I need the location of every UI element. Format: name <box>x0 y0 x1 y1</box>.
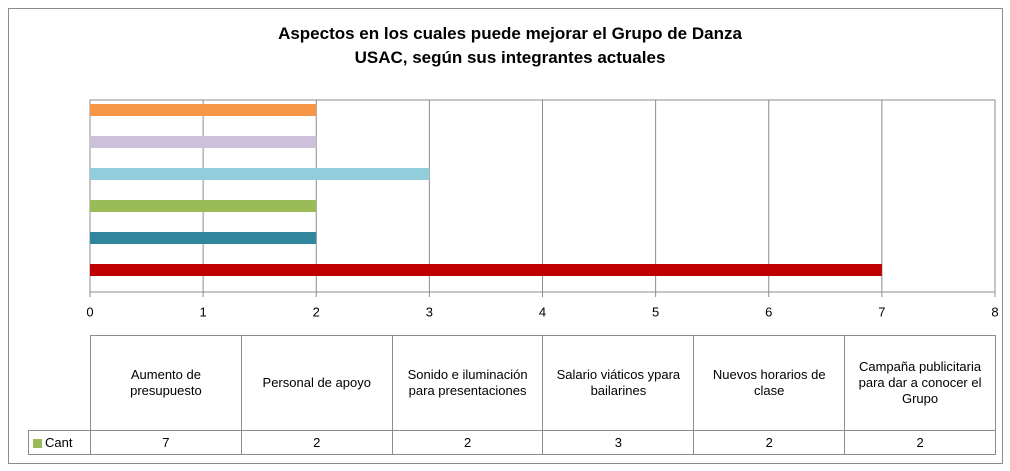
x-tick-label: 8 <box>991 304 998 319</box>
x-tick-label: 2 <box>313 304 320 319</box>
blank-cell <box>28 335 91 431</box>
category-label: Salario viáticos ypara bailarines <box>542 335 695 431</box>
bar <box>90 168 430 180</box>
value-cell: 7 <box>90 430 242 455</box>
x-tick-label: 5 <box>652 304 659 319</box>
value-cell: 2 <box>844 430 996 455</box>
x-tick-label: 4 <box>539 304 546 319</box>
category-label: Nuevos horarios de clase <box>693 335 846 431</box>
category-label: Sonido e iluminación para presentaciones <box>391 335 544 431</box>
value-cell: 2 <box>240 430 393 455</box>
data-table: Aumento de presupuesto Personal de apoyo S… <box>28 335 996 455</box>
category-label: Campaña publicitaria para dar a conocer … <box>844 335 996 431</box>
legend-key <box>33 438 42 448</box>
value-cell: 2 <box>391 430 544 455</box>
bar <box>90 232 317 244</box>
x-tick-label: 7 <box>878 304 885 319</box>
legend-label: Cant <box>45 434 73 450</box>
bar <box>90 136 317 148</box>
bar <box>90 104 317 116</box>
legend-cell: Cant <box>28 430 91 455</box>
x-tick-label: 3 <box>426 304 433 319</box>
value-cell: 2 <box>693 430 846 455</box>
title-box: Aspectos en los cuales puede mejorar el … <box>278 24 742 67</box>
x-tick-label: 6 <box>765 304 772 319</box>
data-row: Cant 7 2 2 3 2 2 <box>28 430 996 455</box>
category-label: Personal de apoyo <box>240 335 393 431</box>
header-row: Aumento de presupuesto Personal de apoyo S… <box>28 335 996 431</box>
bar <box>90 264 882 276</box>
value-cell: 3 <box>542 430 695 455</box>
category-label: Aumento de presupuesto <box>90 335 242 431</box>
x-tick-label: 0 <box>86 304 93 319</box>
chart-title: Aspectos en los cuales puede mejorar el … <box>278 24 742 67</box>
x-tick-label: 1 <box>200 304 207 319</box>
bar <box>90 200 317 212</box>
